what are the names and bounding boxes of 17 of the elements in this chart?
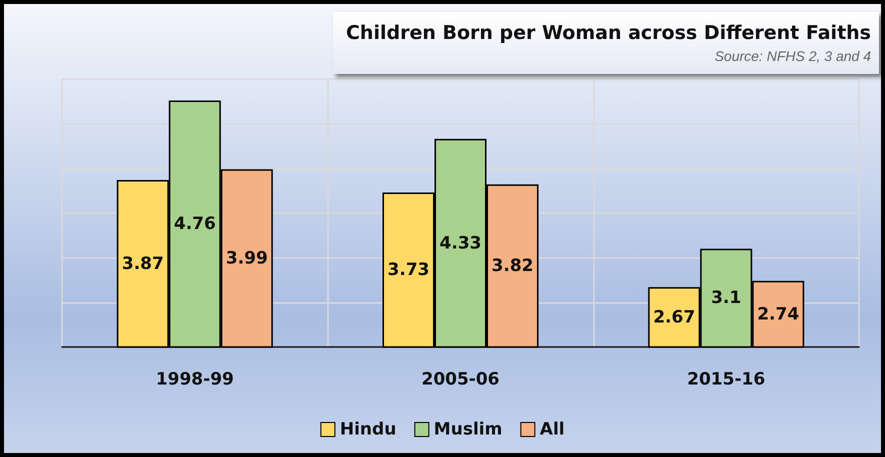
legend-label: All xyxy=(540,420,565,440)
x-tick-label: 2015-16 xyxy=(687,370,766,390)
data-label: 3.99 xyxy=(226,248,268,268)
legend-label: Muslim xyxy=(434,420,502,440)
data-label: 2.74 xyxy=(757,304,800,324)
data-label: 4.76 xyxy=(174,214,216,234)
data-label: 3.82 xyxy=(492,256,534,276)
data-label: 4.33 xyxy=(440,233,482,254)
legend-label: Hindu xyxy=(340,420,396,440)
data-label: 3.73 xyxy=(388,260,430,280)
source-note: Source: NFHS 2, 3 and 4 xyxy=(714,48,871,64)
x-tick-label: 2005-06 xyxy=(421,370,500,390)
data-label: 3.87 xyxy=(122,254,164,274)
x-tick-label: 1998-99 xyxy=(156,370,234,390)
data-label: 2.67 xyxy=(653,307,696,328)
chart-title: Children Born per Woman across Different Faiths xyxy=(344,22,871,44)
data-label: 3.1 xyxy=(711,288,742,308)
